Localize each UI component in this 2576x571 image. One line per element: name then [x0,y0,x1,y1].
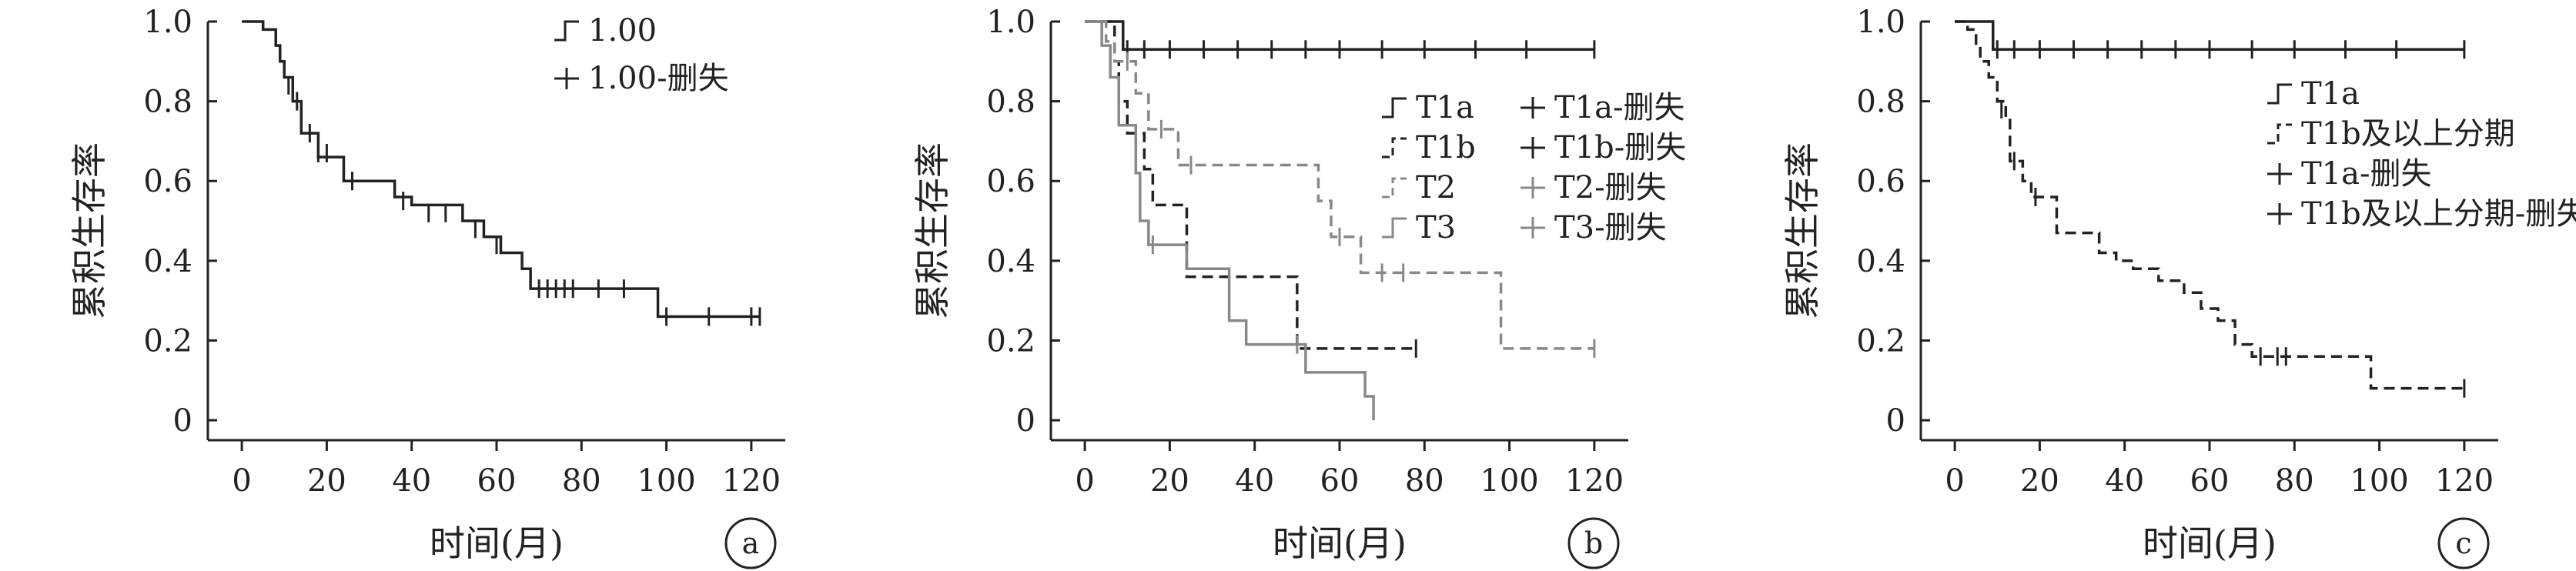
y-tick-label: 0.8 [1856,85,1905,120]
y-tick-label: 0.8 [986,85,1035,120]
x-tick-label: 80 [562,463,601,499]
x-tick-label: 0 [232,463,251,499]
legend-symbol [1382,177,1407,199]
panel-label-circle [1567,517,1620,569]
legend-label: T1a-删失 [1554,90,1685,125]
legend-symbol [554,20,579,42]
panel-label-circle [2437,517,2490,569]
x-tick-label: 100 [2350,463,2408,499]
x-tick-label: 60 [477,463,517,499]
x-tick-label: 20 [2020,463,2059,499]
y-axis-title: 累积生存率 [912,142,953,319]
legend-label: T1a-删失 [2301,156,2432,192]
x-axis-title: 时间(月) [1273,523,1407,564]
legend-label: T1b及以上分期 [2301,116,2515,152]
legend-label: T3 [1416,210,1456,245]
series-line [1955,20,2464,52]
x-tick-label: 100 [1480,463,1538,499]
panel-label: c [2455,526,2471,560]
legend-label: T1b-删失 [1554,130,1686,165]
legend-symbol [1382,97,1407,119]
y-tick-label: 0.6 [1856,164,1905,199]
x-tick-label: 60 [2190,463,2230,499]
series-line [1955,20,2464,390]
y-tick-label: 0 [173,403,192,439]
panel-label-circle [724,517,777,569]
panel-label: b [1584,526,1603,560]
x-tick-label: 0 [1075,463,1094,499]
x-tick-label: 20 [1150,463,1189,499]
x-tick-label: 20 [307,463,346,499]
series-line [1085,20,1375,421]
x-tick-label: 80 [1405,463,1444,499]
y-tick-label: 0.4 [143,244,192,279]
y-tick-label: 1.0 [986,5,1035,40]
chart-panel-c: 0 0.2 0.4 0.6 0.8 1.0 0 20 40 60 80 100 120 时间(月) 累积生存… [1781,5,2576,569]
panel-label: a [742,526,760,560]
x-tick-label: 40 [1235,463,1274,499]
x-tick-label: 100 [637,463,695,499]
x-tick-label: 60 [1320,463,1360,499]
x-axis-title: 时间(月) [2143,523,2277,564]
y-tick-label: 0.2 [143,323,192,359]
legend-label: 1.00-删失 [588,61,729,96]
y-tick-label: 0.2 [986,323,1035,359]
x-axis-title: 时间(月) [430,523,564,564]
y-tick-label: 0.6 [986,164,1035,199]
legend-label: 1.00 [588,13,657,48]
legend-label: T1b [1416,130,1476,165]
y-tick-label: 0.2 [1856,323,1905,359]
x-tick-label: 120 [722,463,781,499]
x-tick-label: 80 [2275,463,2314,499]
legend-label: T2-删失 [1554,170,1667,205]
legend-symbol [1382,217,1407,239]
y-axis-title: 累积生存率 [1781,142,1823,319]
x-tick-label: 0 [1945,463,1964,499]
y-tick-label: 0 [1886,403,1905,439]
legend-label: T3-删失 [1554,210,1667,245]
legend-label: T1b及以上分期-删失 [2301,196,2576,232]
x-tick-label: 40 [392,463,431,499]
chart-panel-a: 00.20.40.60.81.00 20 40 60 80 100 120时间(月)累积生存… [69,5,785,569]
y-tick-label: 0.8 [143,85,192,120]
legend-symbol [2267,83,2292,105]
y-tick-label: 0 [1016,403,1035,439]
y-tick-label: 0.6 [143,164,192,199]
series-line [1085,20,1417,350]
legend-symbol [2267,123,2292,145]
legend-label: T1a [1416,90,1474,125]
legend-symbol [1382,137,1407,159]
x-tick-label: 40 [2105,463,2144,499]
legend-label: T1a [2301,76,2360,112]
y-tick-label: 0.4 [986,244,1035,279]
y-tick-label: 1.0 [1856,5,1905,40]
legend-label: T2 [1416,170,1456,205]
x-tick-label: 120 [1565,463,1624,499]
y-tick-label: 1.0 [143,5,192,40]
chart-panel-b: 0 0.2 0.4 0.6 0.8 1.0 0 20 40 60 80 100 120 时间(月) 累积生存… [912,5,1686,569]
x-tick-label: 120 [2435,463,2494,499]
series-line [242,20,760,319]
series-line [1085,20,1594,350]
y-axis-title: 累积生存率 [69,142,110,319]
y-tick-label: 0.4 [1856,244,1905,279]
